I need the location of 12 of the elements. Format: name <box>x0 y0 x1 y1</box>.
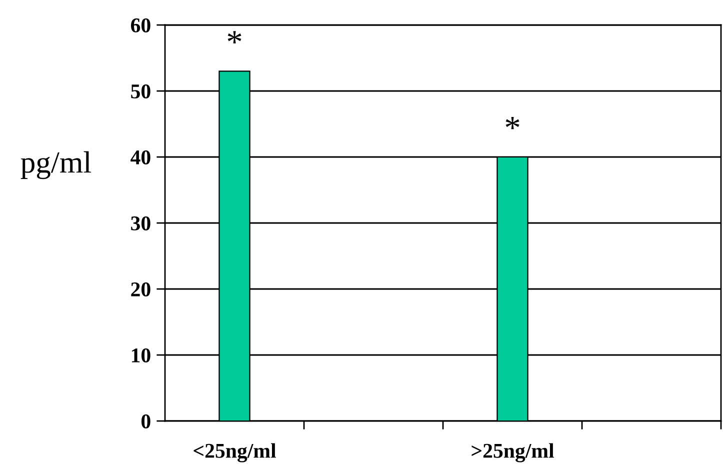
annotation: * <box>506 116 520 130</box>
x-tick-label: <25ng/ml <box>194 443 276 462</box>
y-tick-label: 20 <box>131 282 150 296</box>
y-tick-label: 10 <box>132 348 150 362</box>
y-axis-title: pg/ml <box>20 151 92 180</box>
x-tick-label: >25ng/ml <box>472 443 554 462</box>
y-tick-label: 30 <box>131 216 150 230</box>
annotation: * <box>228 31 242 44</box>
y-tick-label: 40 <box>130 150 150 164</box>
y-tick-label: 50 <box>131 84 150 98</box>
y-tick-label: 60 <box>130 18 150 32</box>
y-tick-label: 0 <box>141 414 150 428</box>
